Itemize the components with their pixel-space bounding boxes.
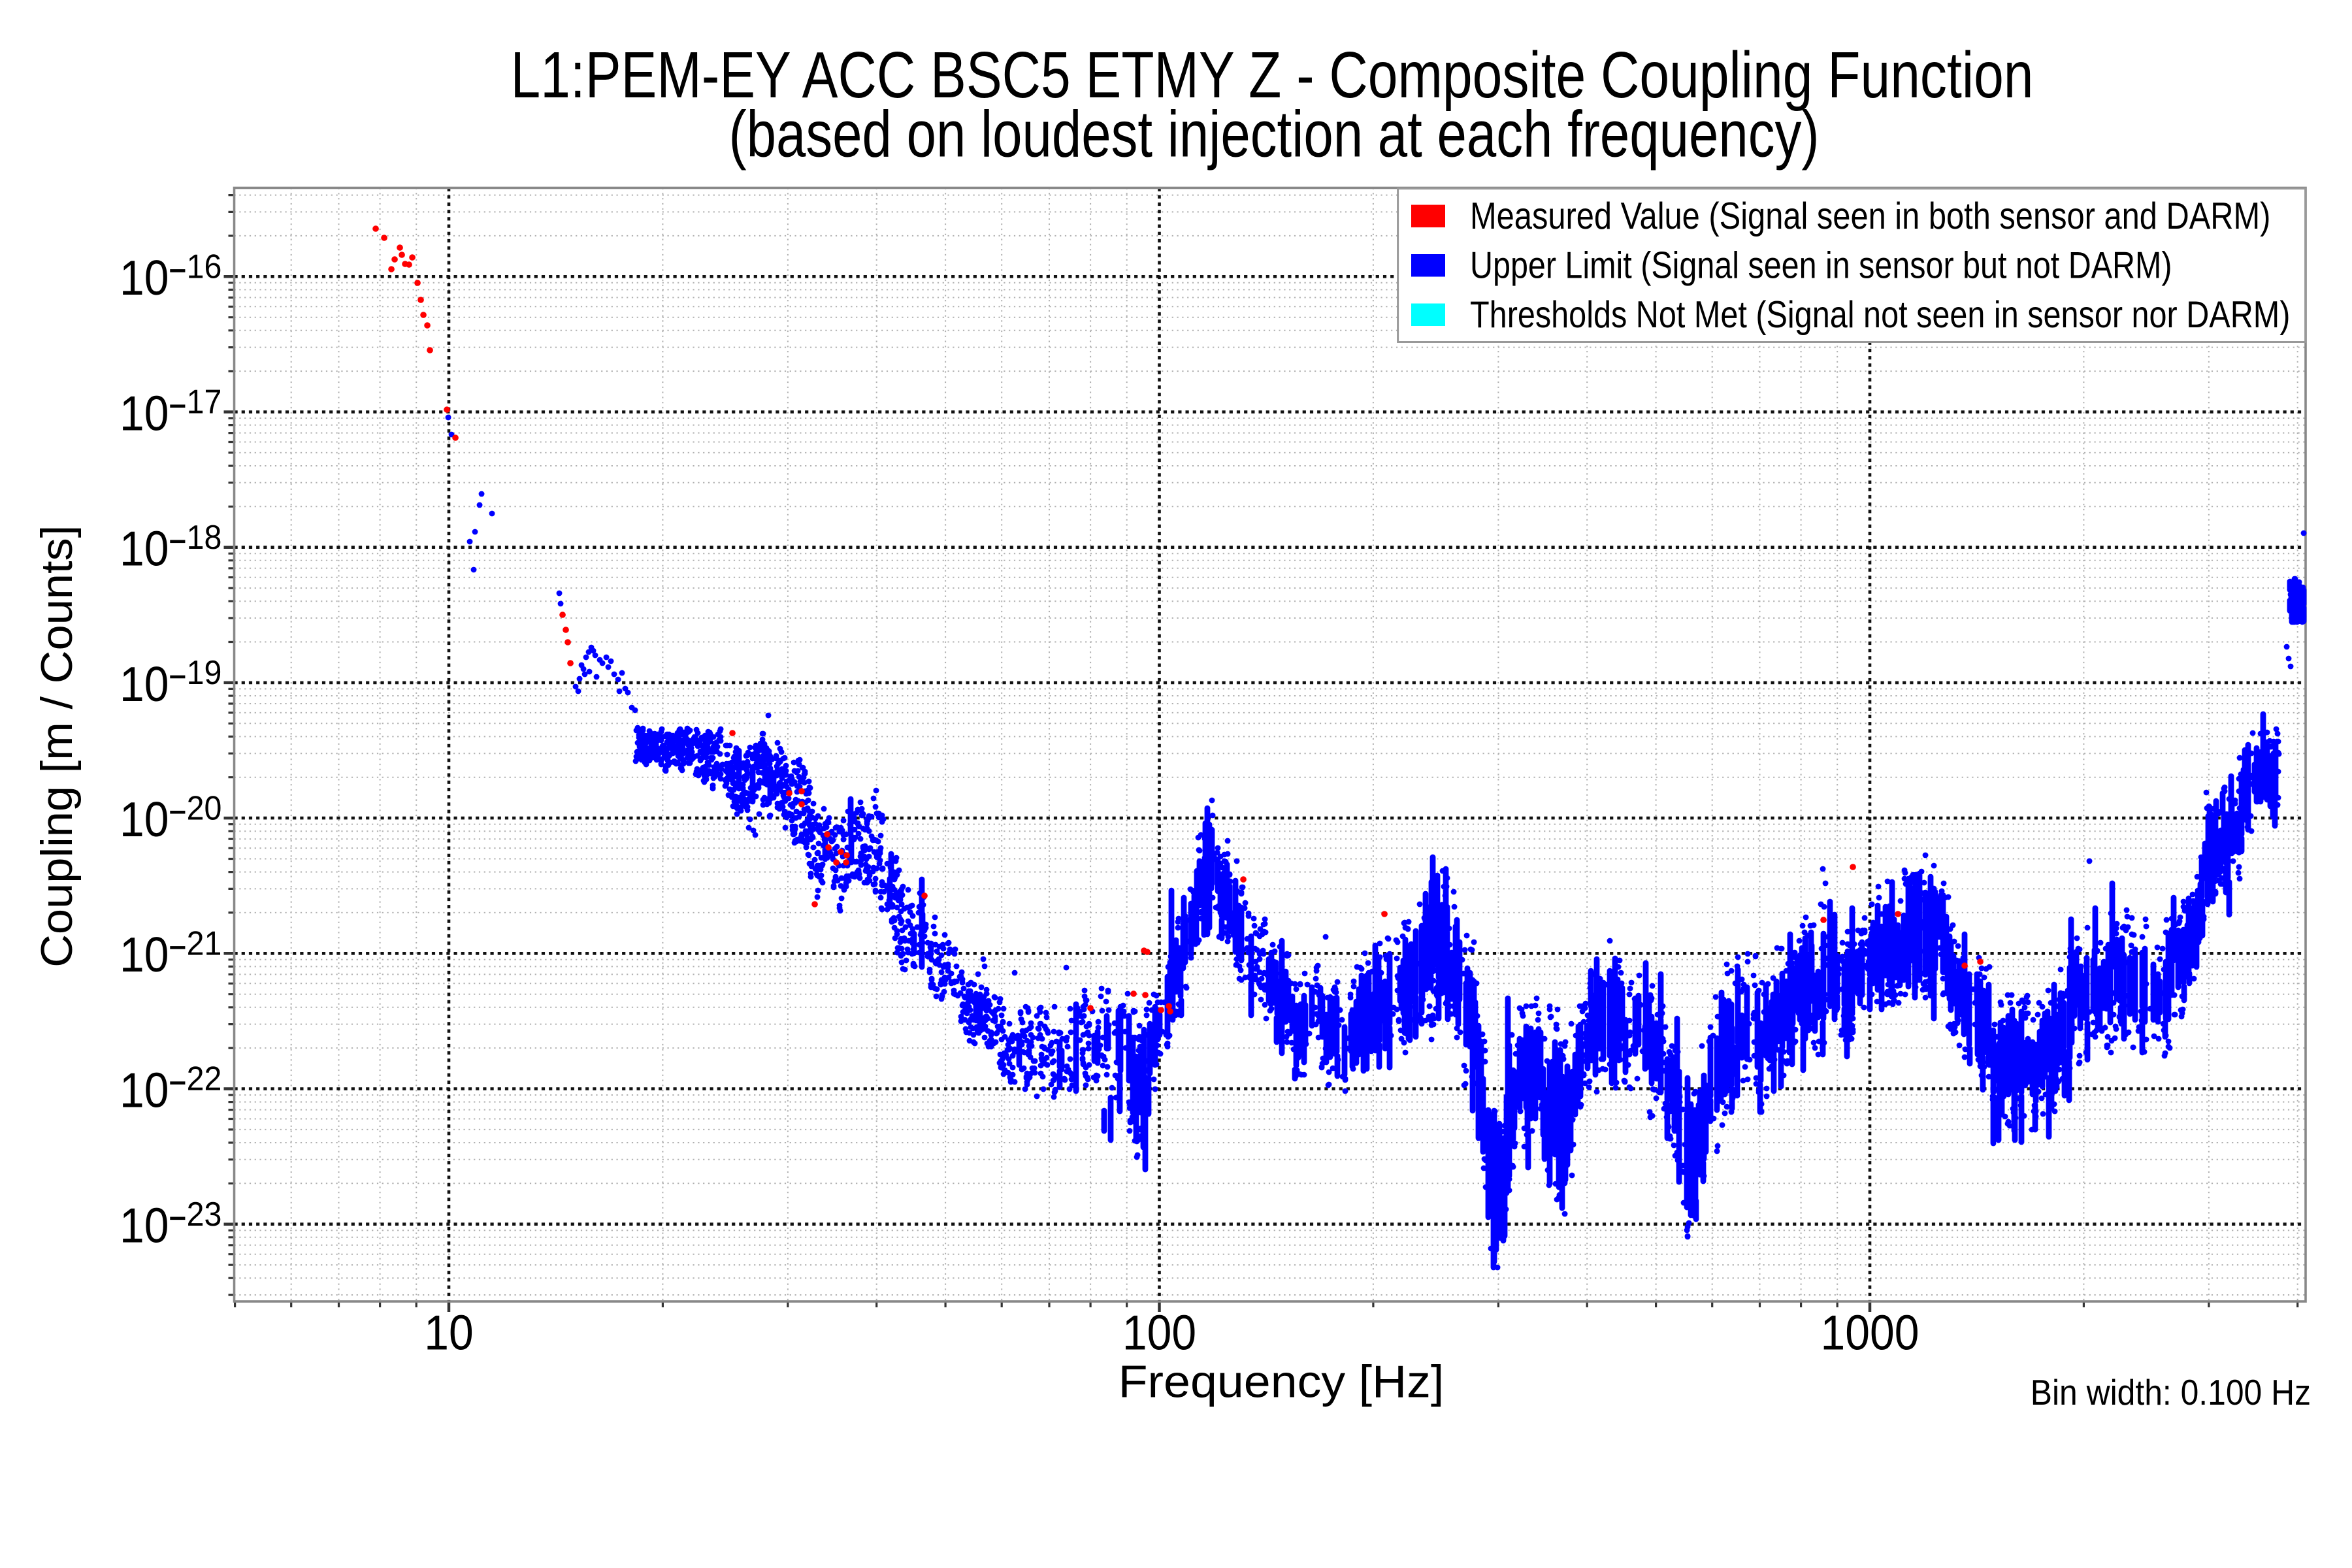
svg-text:20: 20	[187, 789, 222, 827]
svg-text:17: 17	[187, 383, 222, 421]
svg-text:100: 100	[1122, 1305, 1196, 1360]
svg-text:10: 10	[424, 1305, 474, 1360]
svg-text:Measured Value (Signal seen in: Measured Value (Signal seen in both sens…	[1470, 195, 2270, 237]
svg-text:19: 19	[187, 653, 222, 691]
svg-text:Bin width: 0.100 Hz: Bin width: 0.100 Hz	[2031, 1373, 2311, 1413]
svg-text:(based on loudest injection at: (based on loudest injection at each freq…	[728, 98, 1819, 171]
svg-text:10: 10	[120, 1198, 169, 1253]
svg-text:10: 10	[120, 386, 169, 441]
svg-text:16: 16	[187, 248, 222, 286]
svg-text:18: 18	[187, 518, 222, 556]
svg-text:21: 21	[187, 924, 222, 962]
svg-text:23: 23	[187, 1195, 222, 1233]
svg-text:10: 10	[120, 1063, 169, 1118]
svg-text:10: 10	[120, 251, 169, 306]
svg-text:10: 10	[120, 792, 169, 847]
svg-text:Thresholds Not Met (Signal not: Thresholds Not Met (Signal not seen in s…	[1470, 294, 2290, 336]
svg-text:10: 10	[120, 928, 169, 983]
svg-text:1000: 1000	[1821, 1305, 1919, 1360]
svg-text:Upper Limit (Signal seen in se: Upper Limit (Signal seen in sensor but n…	[1470, 245, 2172, 287]
svg-text:22: 22	[187, 1060, 222, 1098]
svg-text:10: 10	[120, 657, 169, 712]
svg-text:L1:PEM-EY ACC BSC5 ETMY Z - Co: L1:PEM-EY ACC BSC5 ETMY Z - Composite Co…	[510, 39, 2033, 111]
svg-text:Frequency [Hz]: Frequency [Hz]	[1119, 1356, 1445, 1407]
svg-text:Coupling [m / Counts]: Coupling [m / Counts]	[31, 525, 82, 968]
svg-text:10: 10	[120, 521, 169, 576]
